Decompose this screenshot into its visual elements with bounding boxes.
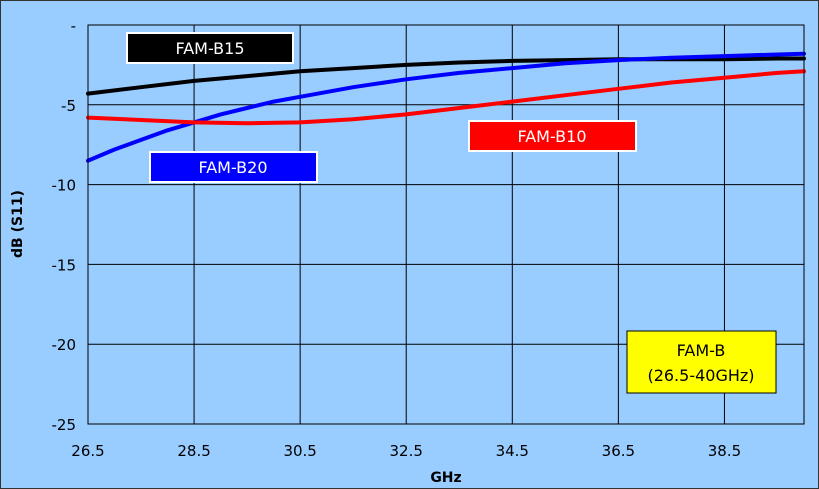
label-fam-b-line1: FAM-B [677,341,726,360]
series-line-fam-b10 [86,69,806,126]
x-axis-title: GHz [430,470,461,486]
plot-border [87,24,805,425]
x-tick-label: 30.5 [283,442,316,460]
y-tick-label: -25 [52,416,77,434]
series-line-fam-b15 [86,56,806,96]
label-fam-b20: FAM-B20 [149,151,318,183]
x-tick-label: 38.5 [708,442,741,460]
y-tick-label: - [71,17,76,35]
y-tick-label: -5 [61,97,76,115]
x-tick-labels: 26.5 28.5 30.5 32.5 34.5 36.5 38.5 [71,442,741,460]
y-tick-label: -15 [52,256,77,274]
x-tick-label: 32.5 [390,442,423,460]
x-tick-label: 28.5 [177,442,210,460]
x-tick-label: 36.5 [602,442,635,460]
y-tick-label: -10 [52,177,77,195]
x-tick-label: 34.5 [496,442,529,460]
y-axis-title: dB (S11) [10,190,26,258]
label-fam-b15-text: FAM-B15 [175,39,244,58]
x-tick-label: 26.5 [71,442,104,460]
label-fam-b10-text: FAM-B10 [517,127,586,146]
series-line-fam-b20 [86,51,806,163]
label-fam-b15: FAM-B15 [126,32,294,64]
label-fam-b-line2: (26.5-40GHz) [647,366,754,385]
label-fam-b20-text: FAM-B20 [198,158,267,177]
label-fam-b-range: FAM-B (26.5-40GHz) [626,330,777,394]
y-tick-label: -20 [52,336,77,354]
series-layer [86,51,806,163]
y-tick-labels: - -5 -10 -15 -20 -25 [52,17,77,434]
label-fam-b10: FAM-B10 [468,120,637,152]
